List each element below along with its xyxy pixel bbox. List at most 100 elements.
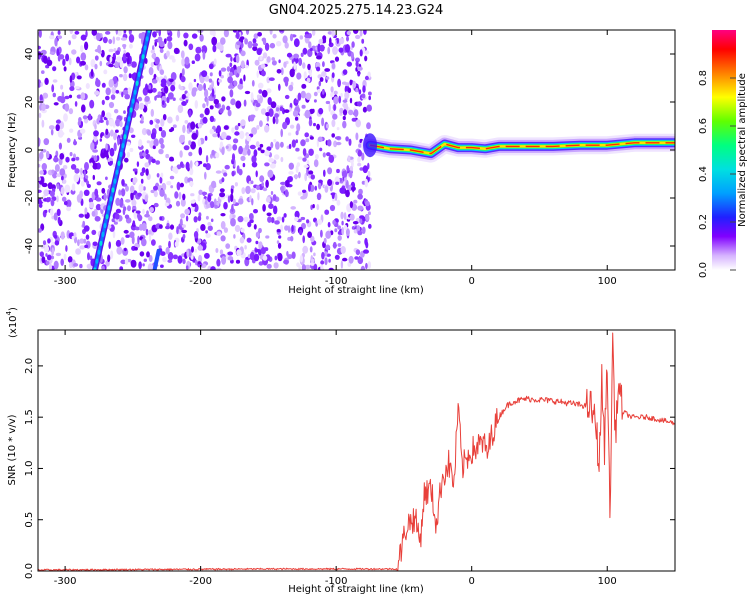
noise-speckle	[80, 180, 85, 187]
noise-speckle	[362, 165, 368, 174]
noise-speckle	[132, 177, 138, 184]
noise-speckle	[64, 103, 70, 112]
noise-speckle	[182, 193, 186, 201]
noise-speckle	[223, 227, 228, 233]
trace-highlight	[103, 223, 107, 229]
noise-speckle	[342, 69, 348, 75]
noise-speckle	[293, 61, 296, 70]
noise-speckle	[302, 148, 307, 157]
noise-speckle	[275, 141, 280, 150]
noise-speckle	[108, 79, 114, 88]
noise-speckle	[166, 50, 170, 57]
noise-speckle	[331, 119, 336, 128]
noise-speckle	[287, 132, 292, 136]
noise-speckle	[211, 80, 215, 89]
noise-speckle	[49, 51, 55, 55]
noise-speckle	[231, 127, 235, 133]
noise-speckle	[158, 126, 163, 132]
noise-speckle	[300, 216, 306, 221]
noise-speckle	[264, 42, 270, 52]
noise-speckle	[252, 46, 258, 52]
noise-speckle	[310, 258, 315, 263]
noise-speckle	[190, 199, 196, 204]
noise-speckle	[318, 80, 322, 87]
noise-speckle	[266, 212, 272, 217]
noise-speckle	[336, 168, 340, 174]
noise-speckle	[164, 202, 169, 207]
noise-speckle	[159, 137, 164, 145]
noise-speckle	[367, 170, 371, 178]
noise-speckle	[229, 89, 234, 98]
noise-speckle	[146, 251, 150, 258]
colorbar-ticks: 0.0 0.2 0.4 0.6 0.8	[698, 70, 736, 278]
noise-speckle	[140, 115, 144, 122]
noise-speckle	[124, 157, 129, 163]
noise-speckle	[198, 254, 203, 264]
noise-speckle	[146, 210, 149, 216]
noise-speckle	[105, 95, 110, 101]
noise-speckle	[356, 101, 363, 107]
noise-speckle	[135, 210, 141, 214]
noise-speckle	[264, 124, 270, 133]
noise-speckle	[166, 36, 173, 42]
noise-speckle	[339, 107, 344, 114]
noise-speckle	[319, 77, 324, 82]
noise-speckle	[280, 185, 284, 194]
noise-speckle	[105, 119, 109, 126]
noise-speckle	[128, 43, 133, 49]
noise-speckle	[348, 109, 354, 116]
noise-speckle	[150, 189, 155, 194]
noise-speckle	[227, 76, 234, 84]
noise-speckle	[357, 149, 363, 157]
noise-speckle	[147, 263, 154, 270]
noise-speckle	[52, 79, 58, 83]
noise-speckle	[301, 83, 307, 89]
noise-speckle	[129, 185, 135, 194]
noise-speckle	[38, 163, 41, 168]
noise-speckle	[343, 212, 347, 221]
noise-speckle	[39, 170, 44, 175]
noise-speckle	[329, 37, 332, 45]
noise-speckle	[105, 143, 108, 151]
noise-speckle	[255, 102, 261, 108]
noise-speckle	[236, 41, 242, 46]
noise-speckle	[76, 194, 82, 203]
noise-speckle	[235, 54, 240, 64]
noise-speckle	[338, 47, 344, 53]
noise-speckle	[180, 50, 185, 59]
noise-speckle	[259, 55, 263, 61]
noise-speckle	[80, 45, 84, 53]
y-tick-label: 0.5	[24, 512, 35, 528]
noise-speckle	[295, 139, 299, 144]
noise-speckle	[146, 140, 151, 144]
noise-speckle	[165, 225, 171, 230]
noise-speckle	[266, 146, 272, 151]
noise-speckle	[336, 38, 339, 44]
noise-speckle	[102, 36, 108, 44]
noise-speckle	[145, 228, 149, 236]
noise-speckle	[320, 229, 323, 238]
noise-speckle	[368, 91, 372, 96]
noise-speckle	[148, 255, 153, 262]
noise-speckle	[266, 76, 271, 84]
noise-speckle	[282, 35, 288, 44]
noise-speckle	[244, 38, 249, 45]
noise-speckle	[221, 177, 225, 183]
noise-speckle	[303, 71, 307, 80]
noise-speckle	[138, 102, 145, 110]
noise-speckle	[257, 32, 262, 37]
noise-speckle	[158, 148, 164, 155]
noise-speckle	[230, 185, 235, 190]
noise-speckle	[115, 30, 118, 35]
noise-speckle	[308, 183, 311, 192]
noise-speckle	[340, 92, 343, 98]
noise-speckle	[339, 37, 345, 45]
noise-speckle	[145, 168, 149, 176]
noise-speckle	[244, 64, 249, 69]
noise-speckle	[271, 60, 277, 66]
y-tick-label: 20	[24, 96, 35, 109]
noise-speckle	[358, 89, 362, 95]
noise-speckle	[55, 252, 62, 257]
noise-speckle	[75, 156, 80, 161]
noise-speckle	[167, 252, 174, 261]
